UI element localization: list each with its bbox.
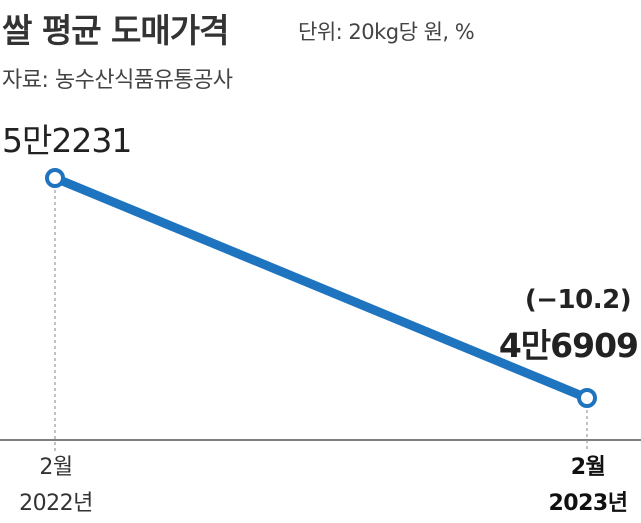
- data-label-1: 5만2231: [2, 121, 131, 160]
- data-label-2: 4만6909: [499, 326, 638, 365]
- series-line: [50, 173, 592, 403]
- x-tick-year-1: 2022년: [19, 491, 93, 516]
- x-tick-month-2: 2월: [571, 455, 606, 480]
- source-note: 자료: 농수산식품유통공사: [2, 68, 233, 93]
- unit-note: 단위: 20kg당 원, %: [298, 20, 475, 44]
- data-point-2: [577, 388, 597, 408]
- data-point-1: [45, 168, 65, 188]
- chart-title: 쌀 평균 도매가격: [2, 11, 229, 50]
- x-tick-year-2: 2023년: [549, 491, 628, 516]
- change-label: (−10.2): [525, 285, 631, 315]
- x-tick-month-1: 2월: [39, 455, 72, 480]
